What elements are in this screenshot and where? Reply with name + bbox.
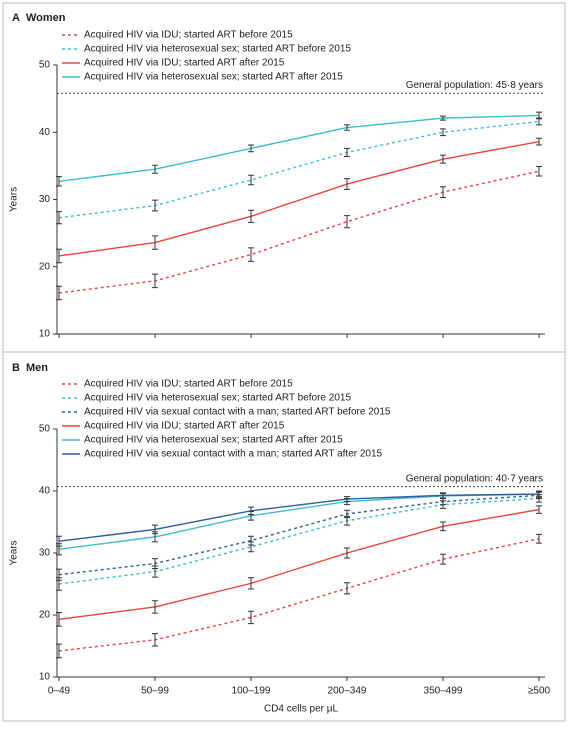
x-axis-title: CD4 cells per µL	[264, 704, 339, 715]
legend-label: Acquired HIV via heterosexual sex; start…	[84, 72, 343, 83]
error-bar	[248, 247, 254, 262]
y-tick-label: 50	[39, 60, 51, 71]
error-bar	[56, 248, 62, 264]
y-tick-label: 50	[39, 424, 51, 435]
error-bar	[248, 535, 254, 546]
y-tick-label: 20	[39, 261, 51, 272]
panel-letter: A	[12, 12, 20, 24]
error-bar	[248, 577, 254, 590]
y-tick-label: 40	[39, 127, 51, 138]
error-bar	[152, 235, 158, 250]
panel-title: Men	[26, 362, 48, 374]
y-tick-label: 20	[39, 610, 51, 621]
series-line	[58, 114, 540, 183]
error-bar	[152, 273, 158, 289]
error-bar	[248, 209, 254, 223]
y-tick-label: 40	[39, 486, 51, 497]
legend-label: Acquired HIV via sexual contact with a m…	[84, 407, 391, 418]
series-line	[58, 170, 540, 294]
x-tick-label: ≥500	[528, 686, 551, 697]
series-line	[58, 497, 540, 585]
error-bar	[152, 600, 158, 614]
error-bar	[536, 137, 542, 146]
legend-label: Acquired HIV via heterosexual sex; start…	[84, 435, 343, 446]
legend-label: Acquired HIV via IDU; started ART after …	[84, 58, 285, 69]
y-tick-label: 10	[39, 329, 51, 340]
series-line	[58, 120, 540, 219]
y-tick-label: 30	[39, 194, 51, 205]
error-bar	[56, 643, 62, 659]
x-tick-label: 50–99	[141, 686, 169, 697]
error-bar	[344, 124, 350, 131]
reference-label: General population: 40·7 years	[406, 473, 543, 484]
x-tick-label: 0–49	[48, 686, 71, 697]
y-tick-label: 10	[39, 672, 51, 683]
error-bar	[440, 521, 446, 532]
reference-label: General population: 45·8 years	[406, 80, 543, 91]
error-bar	[56, 612, 62, 627]
error-bar	[344, 178, 350, 190]
series-line	[58, 494, 540, 576]
error-bar	[56, 211, 62, 225]
error-bar	[440, 186, 446, 198]
legend-label: Acquired HIV via sexual contact with a m…	[84, 449, 383, 460]
legend-label: Acquired HIV via heterosexual sex; start…	[84, 393, 351, 404]
x-tick-label: 200–349	[328, 686, 367, 697]
error-bar	[344, 147, 350, 157]
series-line	[58, 508, 540, 621]
x-tick-label: 350–499	[424, 686, 463, 697]
y-axis-title: Years	[9, 540, 20, 565]
legend-label: Acquired HIV via heterosexual sex; start…	[84, 44, 351, 55]
error-bar	[344, 215, 350, 229]
series-line	[58, 538, 540, 652]
error-bar	[56, 176, 62, 187]
error-bar	[56, 285, 62, 301]
y-axis-title: Years	[9, 187, 20, 212]
error-bar	[536, 533, 542, 544]
error-bar	[344, 547, 350, 559]
panel-title: Women	[26, 12, 66, 24]
legend-label: Acquired HIV via IDU; started ART after …	[84, 421, 285, 432]
error-bar	[248, 610, 254, 625]
series-line	[58, 493, 540, 542]
legend-label: Acquired HIV via IDU; started ART before…	[84, 379, 293, 390]
error-bar	[440, 553, 446, 565]
error-bar	[152, 558, 158, 569]
error-bar	[344, 496, 350, 503]
error-bar	[248, 174, 254, 186]
error-bar	[56, 568, 62, 581]
x-tick-label: 100–199	[232, 686, 271, 697]
series-line	[58, 140, 540, 257]
error-bar	[440, 115, 446, 121]
error-bar	[440, 128, 446, 137]
error-bar	[152, 199, 158, 212]
error-bar	[248, 144, 254, 153]
error-bar	[536, 491, 542, 498]
error-bar	[536, 111, 542, 120]
error-bar	[440, 492, 446, 499]
legend-label: Acquired HIV via IDU; started ART before…	[84, 30, 293, 41]
error-bar	[152, 524, 158, 535]
panel-letter: B	[12, 362, 20, 374]
error-bar	[344, 582, 350, 595]
error-bar	[152, 633, 158, 647]
error-bar	[56, 535, 62, 547]
error-bar	[248, 506, 254, 516]
error-bar	[536, 166, 542, 177]
error-bar	[344, 509, 350, 519]
error-bar	[536, 505, 542, 514]
error-bar	[440, 154, 446, 164]
error-bar	[152, 164, 158, 174]
y-tick-label: 30	[39, 548, 51, 559]
